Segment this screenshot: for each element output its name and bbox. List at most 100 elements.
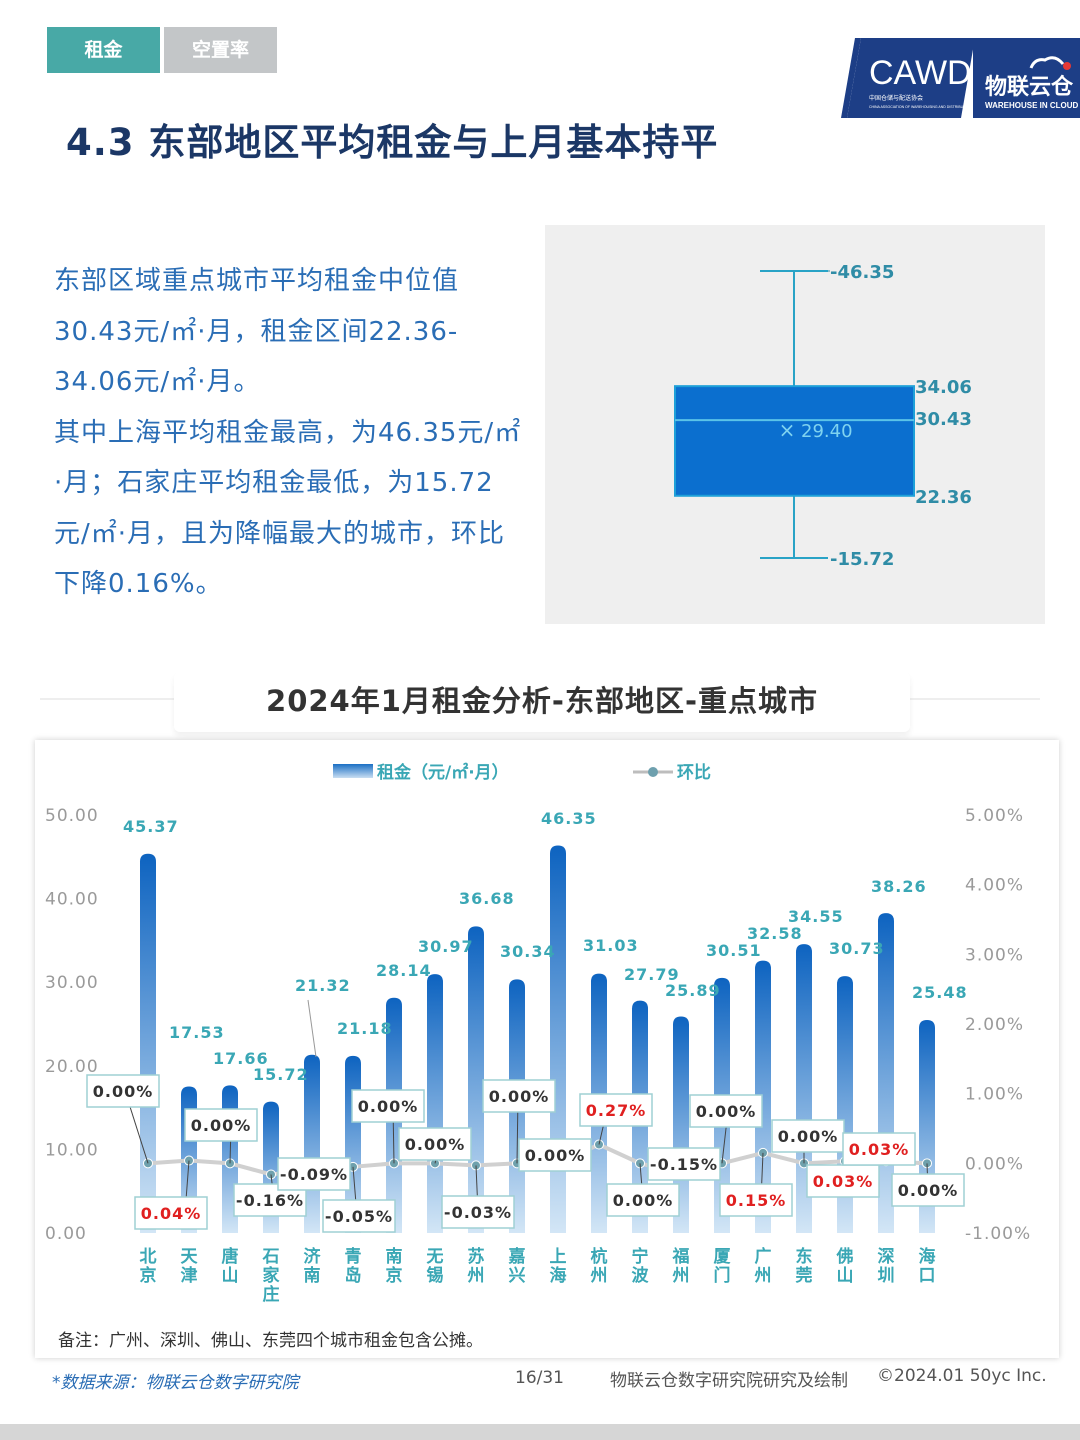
- boxplot-chart: × 29.40 -46.35 34.06 30.43 22.36 -15.72: [674, 262, 972, 570]
- y-right-tick-label: 1.00%: [965, 1085, 1024, 1105]
- x-tick-label: 青: [345, 1246, 362, 1267]
- rent-value-label: 38.26: [871, 877, 927, 896]
- rent-value-label: 25.48: [912, 983, 968, 1002]
- x-tick-label: 口: [919, 1266, 936, 1286]
- iqr-box: [674, 385, 915, 497]
- x-tick-label: 山: [222, 1266, 239, 1286]
- mom-label-box: [647, 1147, 721, 1181]
- mom-label-box: [86, 1074, 160, 1108]
- mom-label-box: [351, 1089, 425, 1123]
- x-tick-label: 上: [550, 1247, 567, 1267]
- y-left-tick-label: 0.00: [45, 1224, 87, 1244]
- x-tick-label: 深: [878, 1246, 895, 1267]
- rent-value-label: 21.18: [337, 1019, 393, 1038]
- mom-label-box: [322, 1199, 396, 1233]
- mom-label-box: [134, 1196, 208, 1230]
- x-tick-label: 津: [181, 1265, 198, 1286]
- svg-text:WAREHOUSE IN CLOUD: WAREHOUSE IN CLOUD: [985, 101, 1079, 110]
- mom-value-label: -0.15%: [650, 1155, 718, 1174]
- x-tick-label: 锡: [427, 1265, 444, 1286]
- page-number: 16/31: [515, 1368, 564, 1388]
- mom-label-box: [806, 1164, 880, 1198]
- mean-marker: ×: [779, 418, 796, 442]
- chart-card: 租金（元/㎡·月） 环比 0.00 10.00 20.00 30.00 40.00 50.00…: [35, 740, 1059, 1358]
- mom-label-box: [719, 1183, 793, 1217]
- x-tick-label: 州: [754, 1266, 772, 1286]
- boxplot-panel: × 29.40 -46.35 34.06 30.43 22.36 -15.72: [545, 225, 1045, 624]
- mom-value-label: -0.05%: [325, 1207, 393, 1226]
- credit: 物联云仓数字研究院研究及绘制: [610, 1371, 848, 1391]
- x-tick-label: 海: [919, 1246, 936, 1267]
- y-left-tick-label: 20.00: [45, 1057, 99, 1077]
- x-tick-label: 嘉: [508, 1246, 526, 1267]
- q3-label: 34.06: [915, 377, 972, 398]
- tab-vacancy-rate[interactable]: 空置率: [164, 27, 277, 73]
- rent-bar: [427, 974, 443, 1233]
- chart-title: 2024年1月租金分析-东部地区-重点城市: [174, 672, 910, 732]
- x-tick-label: 州: [467, 1266, 485, 1286]
- x-tick-label: 州: [590, 1266, 608, 1286]
- mom-value-label: -0.09%: [280, 1165, 348, 1184]
- x-tick-label: 广: [755, 1246, 772, 1267]
- x-tick-label: 庄: [263, 1284, 280, 1305]
- mom-label-box: [842, 1132, 916, 1166]
- mom-label-box: [398, 1127, 472, 1161]
- x-tick-label: 京: [140, 1265, 157, 1286]
- mom-label-box: [518, 1138, 592, 1172]
- mom-label-box: [277, 1157, 351, 1191]
- rent-value-label: 30.34: [500, 942, 556, 961]
- page-title: 4.3 东部地区平均租金与上月基本持平: [66, 121, 719, 164]
- rent-value-label: 30.51: [706, 941, 762, 960]
- mom-value-label: 0.00%: [525, 1146, 586, 1165]
- rent-value-label: 30.97: [418, 937, 474, 956]
- mom-value-label: -0.03%: [444, 1203, 512, 1222]
- mom-value-label: 0.00%: [191, 1116, 252, 1135]
- x-tick-label: 唐: [222, 1246, 239, 1267]
- mom-value-label: -0.16%: [236, 1191, 304, 1210]
- rent-value-label: 27.79: [624, 965, 680, 984]
- rent-value-label: 28.14: [376, 961, 432, 980]
- mom-value-label: 0.00%: [93, 1082, 154, 1101]
- mom-label-box: [482, 1079, 556, 1113]
- x-tick-label: 南: [386, 1246, 403, 1267]
- legend-bar-label: 租金（元/㎡·月）: [377, 762, 509, 783]
- rent-bar: [140, 853, 156, 1233]
- rent-value-label: 25.89: [665, 981, 721, 1000]
- mom-value-label: 0.00%: [405, 1135, 466, 1154]
- y-left-tick-label: 30.00: [45, 973, 99, 993]
- x-tick-label: 北: [140, 1247, 157, 1267]
- legend-line-marker: [648, 767, 658, 777]
- svg-text:物联云仓: 物联云仓: [985, 74, 1074, 100]
- rent-value-label: 34.55: [788, 907, 844, 926]
- y-right-tick-label: 2.00%: [965, 1015, 1024, 1035]
- mom-label-box: [579, 1093, 653, 1127]
- y-right-tick-label: 5.00%: [965, 806, 1024, 826]
- x-tick-label: 东: [796, 1246, 813, 1267]
- y-right-tick-label: 3.00%: [965, 945, 1024, 965]
- rent-bar: [550, 845, 566, 1233]
- mean-label: 29.40: [801, 421, 853, 442]
- rent-value-label: 45.37: [123, 817, 179, 836]
- x-tick-label: 济: [304, 1246, 322, 1267]
- rent-value-label: 46.35: [541, 809, 597, 828]
- mom-value-label: 0.03%: [813, 1172, 874, 1191]
- x-tick-label: 门: [714, 1265, 731, 1286]
- rent-value-label: 21.32: [295, 976, 351, 995]
- mom-value-label: 0.03%: [849, 1140, 910, 1159]
- rent-value-label: 15.72: [253, 1065, 309, 1084]
- svg-text:中国仓储与配送协会: 中国仓储与配送协会: [869, 94, 923, 102]
- x-tick-label: 岛: [345, 1265, 362, 1286]
- data-source: *数据来源：物联云仓数字研究院: [52, 1373, 299, 1393]
- bottom-bar: [0, 1424, 1080, 1440]
- x-tick-label: 圳: [878, 1266, 895, 1286]
- mom-value-label: 0.00%: [489, 1087, 550, 1106]
- x-tick-label: 佛: [836, 1246, 854, 1267]
- rent-bar: [468, 926, 484, 1233]
- q1-label: 22.36: [915, 487, 972, 508]
- tab-bar: 租金 空置率: [47, 27, 277, 73]
- x-tick-label: 莞: [796, 1266, 813, 1286]
- rent-bar-chart: 租金（元/㎡·月） 环比 0.00 10.00 20.00 30.00 40.00 50.00…: [45, 762, 1031, 1305]
- y-right-tick-label: -1.00%: [965, 1224, 1031, 1244]
- tab-rent[interactable]: 租金: [47, 27, 160, 73]
- max-label: -46.35: [830, 262, 894, 283]
